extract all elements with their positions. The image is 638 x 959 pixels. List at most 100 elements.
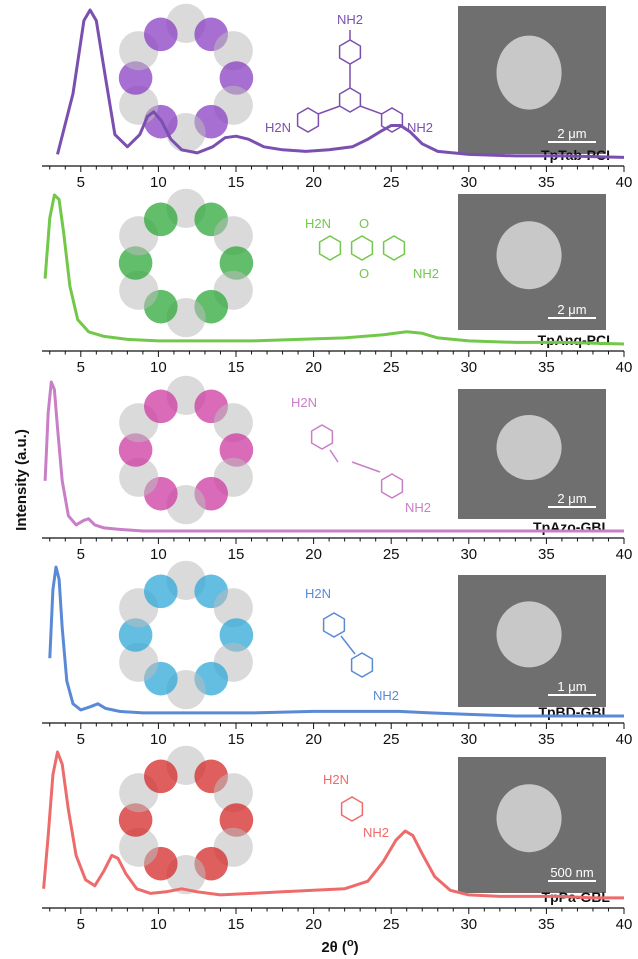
benzene-ring — [338, 87, 362, 113]
x-tick-label: 30 — [460, 546, 477, 563]
x-tick-label: 25 — [383, 174, 400, 191]
benzene-ring — [322, 612, 346, 638]
amine-group-label: H2N — [323, 772, 349, 787]
benzene-ring — [382, 235, 406, 261]
diamine-molecule: H2N NH2 O O — [305, 216, 439, 281]
bond — [329, 449, 339, 463]
x-tick-label: 20 — [305, 174, 322, 191]
sem-image: 2 μm — [458, 194, 606, 330]
sem-crystal — [496, 415, 562, 480]
scale-bar-label: 1 μm — [557, 679, 586, 694]
sample-label: TpAzo-GBL — [533, 519, 610, 535]
sem-image: 2 μm — [458, 6, 606, 154]
benzene-ring — [296, 107, 320, 133]
y-axis-title: Intensity (a.u.) — [13, 429, 30, 531]
diamine-molecule: H2N NH2 — [305, 586, 399, 703]
x-tick-label: 10 — [150, 546, 167, 563]
framework-linker — [118, 433, 153, 467]
framework-structure — [118, 745, 254, 895]
x-tick-label: 30 — [460, 731, 477, 748]
framework-node — [213, 31, 253, 71]
panel-TpBD-GBL: H2N NH2 1 μm TpBD-GBL 5 10 15 20 25 30 35 40 — [42, 560, 633, 748]
framework-node — [213, 216, 253, 256]
sample-label: TpAnq-PCI — [538, 332, 610, 348]
sem-crystal — [496, 35, 562, 110]
x-axis-title-close: ) — [354, 939, 359, 956]
x-tick-label: 40 — [616, 916, 633, 933]
x-axis-title-degree: o — [347, 937, 354, 949]
framework-node — [213, 773, 253, 813]
framework-node — [119, 827, 159, 867]
bond — [351, 461, 381, 473]
framework-node — [213, 588, 253, 628]
amine-group-label: NH2 — [373, 688, 399, 703]
sem-image: 1 μm — [458, 575, 606, 707]
diamine-molecule: H2N NH2 — [291, 395, 431, 515]
framework-linker — [118, 246, 153, 280]
x-tick-label: 20 — [305, 359, 322, 376]
x-tick-label: 15 — [228, 546, 245, 563]
framework-linker — [219, 433, 254, 467]
framework-structure — [118, 188, 254, 338]
scale-bar-label: 2 μm — [557, 491, 586, 506]
x-axis-title-main: 2θ ( — [321, 939, 347, 956]
x-tick-label: 5 — [77, 174, 85, 191]
framework-pore — [153, 45, 219, 111]
x-tick-label: 40 — [616, 359, 633, 376]
x-tick-label: 15 — [228, 731, 245, 748]
amine-group-label: NH2 — [363, 825, 389, 840]
x-axis-title: 2θ (o) — [321, 937, 358, 956]
amine-group-label: NH2 — [337, 12, 363, 27]
x-tick-label: 10 — [150, 174, 167, 191]
framework-linker — [118, 803, 153, 837]
panel-TpAzo-GBL: H2N NH2 2 μm TpAzo-GBL 5 10 15 20 25 30 35 40 — [42, 375, 633, 563]
x-tick-label: 40 — [616, 731, 633, 748]
x-tick-label: 5 — [77, 546, 85, 563]
sample-label: TpBD-GBL — [538, 704, 610, 720]
framework-pore — [153, 230, 219, 296]
x-tick-label: 35 — [538, 916, 555, 933]
framework-linker — [144, 202, 178, 237]
framework-linker — [144, 574, 178, 609]
x-tick-label: 40 — [616, 174, 633, 191]
x-tick-label: 30 — [460, 174, 477, 191]
x-tick-label: 5 — [77, 916, 85, 933]
framework-pore — [153, 602, 219, 668]
framework-linker — [219, 61, 254, 95]
x-tick-label: 15 — [228, 916, 245, 933]
bond — [340, 635, 356, 655]
x-tick-label: 25 — [383, 546, 400, 563]
framework-linker — [144, 389, 178, 424]
x-tick-label: 35 — [538, 546, 555, 563]
amine-group-label: NH2 — [413, 266, 439, 281]
x-tick-label: 20 — [305, 546, 322, 563]
series-line-TpPa-GBL — [42, 750, 624, 900]
scale-bar-label: 500 nm — [550, 865, 593, 880]
x-tick-label: 5 — [77, 359, 85, 376]
framework-linker — [219, 803, 254, 837]
sem-image: 500 nm — [458, 757, 606, 893]
x-tick-label: 40 — [616, 546, 633, 563]
oxygen-label: O — [359, 216, 369, 231]
framework-node — [119, 457, 159, 497]
x-tick-label: 30 — [460, 359, 477, 376]
x-tick-label: 35 — [538, 359, 555, 376]
diamine-molecule: NH2 H2N NH2 — [265, 12, 433, 135]
amine-group-label: H2N — [265, 120, 291, 135]
panel-TpAnq-PCI: H2N NH2 O O 2 μm TpAnq-PCI 5 10 15 20 25 30 35 40 — [42, 188, 633, 376]
x-tick-label: 25 — [383, 359, 400, 376]
oxygen-label: O — [359, 266, 369, 281]
bond — [359, 105, 383, 115]
scale-bar-label: 2 μm — [557, 126, 586, 141]
sem-crystal — [496, 784, 562, 853]
x-tick-label: 10 — [150, 731, 167, 748]
framework-node — [213, 403, 253, 443]
scale-bar-label: 2 μm — [557, 302, 586, 317]
amine-group-label: H2N — [291, 395, 317, 410]
framework-linker — [144, 759, 178, 794]
framework-structure — [118, 375, 254, 525]
bond — [317, 105, 341, 115]
